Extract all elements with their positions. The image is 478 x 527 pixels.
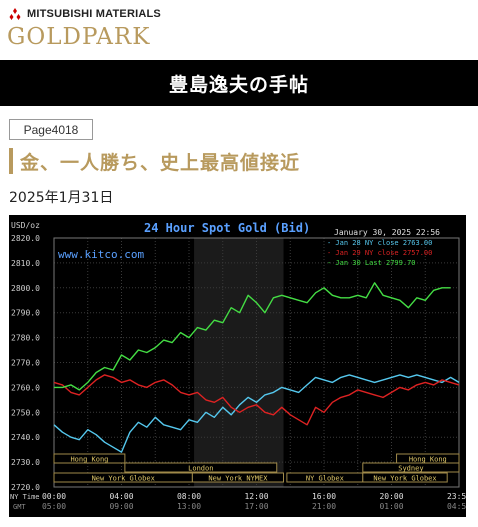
three-diamonds-icon (9, 8, 21, 20)
price-series-line-2 (54, 282, 451, 391)
gmt-tick-label: 09:00 (109, 502, 133, 511)
nymex-session-shade (194, 238, 284, 487)
x-tick-label: 04:00 (109, 492, 133, 501)
session-label: Hong Kong (409, 456, 447, 464)
session-label: Sydney (398, 465, 423, 473)
gmt-tick-label: 17:00 (244, 502, 268, 511)
chart-title: 24 Hour Spot Gold (Bid) (144, 221, 310, 235)
gmt-tick-label: 04:59 (447, 502, 466, 511)
y-tick-label: 2810.0 (11, 259, 40, 268)
y-tick-label: 2730.0 (11, 458, 40, 467)
ny-time-row-label: NY Time (10, 493, 40, 501)
price-series-line-1 (53, 374, 460, 426)
y-axis-unit: USD/oz (11, 221, 40, 230)
x-tick-label: 00:00 (42, 492, 66, 501)
x-tick-label: 20:00 (379, 492, 403, 501)
session-bar (53, 453, 126, 464)
kitco-watermark: www.kitco.com (58, 248, 144, 261)
session-bar (396, 453, 460, 464)
x-tick-label: 08:00 (177, 492, 201, 501)
gmt-tick-label: 21:00 (312, 502, 336, 511)
y-tick-label: 2770.0 (11, 359, 40, 368)
y-tick-label: 2800.0 (11, 284, 40, 293)
y-tick-label: 2750.0 (11, 408, 40, 417)
gmt-tick-label: 13:00 (177, 502, 201, 511)
brand-logo[interactable]: GOLDPARK (7, 24, 151, 50)
y-tick-label: 2790.0 (11, 309, 40, 318)
legend-entry: - Jan 29 NY close 2757.00 (327, 249, 432, 257)
legend-entry: - Jan 28 NY close 2763.00 (327, 239, 432, 247)
page-number-tag: Page4018 (9, 119, 93, 140)
gmt-tick-label: 05:00 (42, 502, 66, 511)
session-bar (362, 472, 448, 483)
article-title: 金、一人勝ち、史上最高値接近 (20, 152, 301, 174)
y-tick-label: 2740.0 (11, 433, 40, 442)
banner-title: 豊島逸夫の手帖 (168, 73, 309, 96)
legend-entry: - Jan 30 Last 2799.70 (327, 259, 416, 267)
session-label: London (188, 465, 213, 473)
title-accent-bar (9, 148, 13, 174)
corporate-logo[interactable]: MITSUBISHI MATERIALS (8, 8, 161, 20)
session-label: New York Globex (92, 475, 155, 483)
x-tick-label: 23:59 (447, 492, 466, 501)
y-tick-label: 2760.0 (11, 383, 40, 392)
session-label: New York NYMEX (208, 475, 268, 483)
corporate-name: MITSUBISHI MATERIALS (27, 8, 161, 20)
plot-frame (53, 237, 460, 488)
session-bar (191, 472, 284, 483)
gmt-tick-label: 01:00 (379, 502, 403, 511)
chart-svg: 2820.0 2810.0 2800.0 2790.0 2780.0 2770.0 2760… (10, 221, 466, 511)
y-tick-label: 2820.0 (11, 234, 40, 243)
gmt-row-label: GMT (13, 503, 26, 511)
article-date: 2025年1月31日 (9, 190, 114, 206)
column-banner: 豊島逸夫の手帖 (0, 60, 478, 106)
session-label: Hong Kong (70, 456, 108, 464)
session-label: NY Globex (306, 475, 344, 483)
session-bar (124, 462, 278, 473)
y-tick-label: 2780.0 (11, 334, 40, 343)
price-series-line-0 (53, 374, 460, 453)
y-tick-label: 2720.0 (11, 483, 40, 492)
x-tick-label: 12:00 (244, 492, 268, 501)
session-label: New York Globex (373, 475, 436, 483)
chart-timestamp: January 30, 2025 22:56 (334, 228, 440, 237)
x-tick-label: 16:00 (312, 492, 336, 501)
gold-price-chart: 2820.0 2810.0 2800.0 2790.0 2780.0 2770.0 2760… (9, 215, 466, 517)
